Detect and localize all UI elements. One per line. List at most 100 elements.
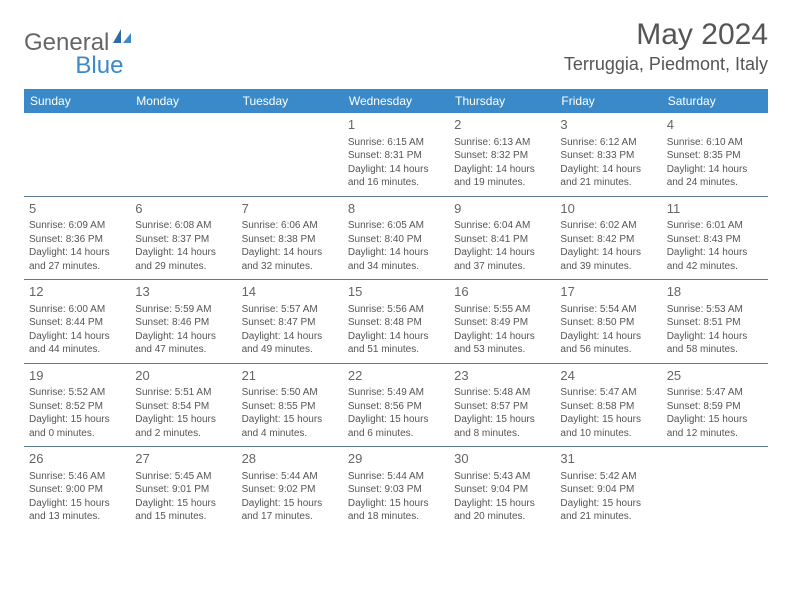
sunset-text: Sunset: 9:04 PM — [454, 483, 550, 497]
sunrise-text: Sunrise: 6:13 AM — [454, 136, 550, 150]
calendar-day-cell — [24, 113, 130, 196]
calendar-day-cell: 29 Sunrise: 5:44 AMSunset: 9:03 PMDayligh… — [343, 447, 449, 530]
daylight-text: Daylight: 14 hours and 47 minutes. — [135, 330, 231, 357]
daylight-text: Daylight: 15 hours and 12 minutes. — [667, 413, 763, 440]
sunrise-text: Sunrise: 5:42 AM — [560, 470, 656, 484]
daylight-text: Daylight: 15 hours and 13 minutes. — [29, 497, 125, 524]
day-number: 7 — [242, 200, 338, 218]
sunrise-text: Sunrise: 6:00 AM — [29, 303, 125, 317]
calendar-day-cell: 16Sunrise: 5:55 AMSunset: 8:49 PMDayligh… — [449, 280, 555, 364]
calendar-day-cell: 19Sunrise: 5:52 AMSunset: 8:52 PMDayligh… — [24, 363, 130, 447]
calendar-day-cell: 31 Sunrise: 5:42 AMSunset: 9:04 PMDayligh… — [555, 447, 661, 530]
calendar-body: 1Sunrise: 6:15 AMSunset: 8:31 PMDaylight… — [24, 113, 768, 530]
day-number: 12 — [29, 283, 125, 301]
daylight-text: Daylight: 15 hours and 21 minutes. — [560, 497, 656, 524]
sunrise-text: Sunrise: 5:45 AM — [135, 470, 231, 484]
sunset-text: Sunset: 9:04 PM — [560, 483, 656, 497]
daylight-text: Daylight: 15 hours and 10 minutes. — [560, 413, 656, 440]
sunrise-text: Sunrise: 6:05 AM — [348, 219, 444, 233]
day-number: 5 — [29, 200, 125, 218]
sunrise-text: Sunrise: 5:56 AM — [348, 303, 444, 317]
sunset-text: Sunset: 8:54 PM — [135, 400, 231, 414]
daylight-text: Daylight: 15 hours and 20 minutes. — [454, 497, 550, 524]
calendar-day-cell: 11Sunrise: 6:01 AMSunset: 8:43 PMDayligh… — [662, 196, 768, 280]
calendar-day-cell: 8Sunrise: 6:05 AMSunset: 8:40 PMDaylight… — [343, 196, 449, 280]
calendar-day-cell: 22Sunrise: 5:49 AMSunset: 8:56 PMDayligh… — [343, 363, 449, 447]
day-number: 18 — [667, 283, 763, 301]
day-number: 28 — [242, 450, 338, 468]
weekday-header: Wednesday — [343, 89, 449, 113]
calendar-day-cell: 9Sunrise: 6:04 AMSunset: 8:41 PMDaylight… — [449, 196, 555, 280]
sunset-text: Sunset: 8:41 PM — [454, 233, 550, 247]
daylight-text: Daylight: 14 hours and 42 minutes. — [667, 246, 763, 273]
sunset-text: Sunset: 8:37 PM — [135, 233, 231, 247]
calendar-week-row: 12Sunrise: 6:00 AMSunset: 8:44 PMDayligh… — [24, 280, 768, 364]
sunset-text: Sunset: 8:47 PM — [242, 316, 338, 330]
day-number: 15 — [348, 283, 444, 301]
logo: General Blue — [24, 18, 123, 68]
sunrise-text: Sunrise: 6:09 AM — [29, 219, 125, 233]
sunset-text: Sunset: 8:36 PM — [29, 233, 125, 247]
sunset-text: Sunset: 8:35 PM — [667, 149, 763, 163]
daylight-text: Daylight: 14 hours and 34 minutes. — [348, 246, 444, 273]
calendar-day-cell: 20Sunrise: 5:51 AMSunset: 8:54 PMDayligh… — [130, 363, 236, 447]
calendar-day-cell — [662, 447, 768, 530]
day-number: 30 — [454, 450, 550, 468]
sunset-text: Sunset: 9:01 PM — [135, 483, 231, 497]
calendar-day-cell: 12Sunrise: 6:00 AMSunset: 8:44 PMDayligh… — [24, 280, 130, 364]
page-header: General Blue May 2024 Terruggia, Piedmon… — [0, 0, 792, 83]
sunrise-text: Sunrise: 5:55 AM — [454, 303, 550, 317]
calendar-day-cell: 30Sunrise: 5:43 AMSunset: 9:04 PMDayligh… — [449, 447, 555, 530]
sunset-text: Sunset: 8:40 PM — [348, 233, 444, 247]
sunrise-text: Sunrise: 6:06 AM — [242, 219, 338, 233]
day-number: 31 — [560, 450, 656, 468]
day-number: 17 — [560, 283, 656, 301]
logo-text-2: Blue — [75, 52, 123, 80]
sunset-text: Sunset: 9:00 PM — [29, 483, 125, 497]
day-number: 20 — [135, 367, 231, 385]
day-number: 11 — [667, 200, 763, 218]
sunset-text: Sunset: 8:38 PM — [242, 233, 338, 247]
calendar-day-cell: 3Sunrise: 6:12 AMSunset: 8:33 PMDaylight… — [555, 113, 661, 196]
sunset-text: Sunset: 8:51 PM — [667, 316, 763, 330]
calendar-table: Sunday Monday Tuesday Wednesday Thursday… — [24, 89, 768, 530]
day-number: 10 — [560, 200, 656, 218]
day-number: 1 — [348, 116, 444, 134]
sunset-text: Sunset: 9:03 PM — [348, 483, 444, 497]
day-number: 6 — [135, 200, 231, 218]
day-number: 14 — [242, 283, 338, 301]
sunset-text: Sunset: 8:32 PM — [454, 149, 550, 163]
sunset-text: Sunset: 8:46 PM — [135, 316, 231, 330]
sunrise-text: Sunrise: 5:44 AM — [348, 470, 444, 484]
day-number: 8 — [348, 200, 444, 218]
calendar-day-cell: 4Sunrise: 6:10 AMSunset: 8:35 PMDaylight… — [662, 113, 768, 196]
daylight-text: Daylight: 14 hours and 56 minutes. — [560, 330, 656, 357]
calendar-day-cell: 15 Sunrise: 5:56 AMSunset: 8:48 PMDayligh… — [343, 280, 449, 364]
daylight-text: Daylight: 14 hours and 19 minutes. — [454, 163, 550, 190]
sunset-text: Sunset: 8:58 PM — [560, 400, 656, 414]
calendar-day-cell: 2Sunrise: 6:13 AMSunset: 8:32 PMDaylight… — [449, 113, 555, 196]
calendar-day-cell: 18Sunrise: 5:53 AMSunset: 8:51 PMDayligh… — [662, 280, 768, 364]
daylight-text: Daylight: 15 hours and 18 minutes. — [348, 497, 444, 524]
day-number: 13 — [135, 283, 231, 301]
daylight-text: Daylight: 15 hours and 6 minutes. — [348, 413, 444, 440]
sunset-text: Sunset: 8:31 PM — [348, 149, 444, 163]
sunrise-text: Sunrise: 6:08 AM — [135, 219, 231, 233]
day-number: 16 — [454, 283, 550, 301]
weekday-header: Thursday — [449, 89, 555, 113]
daylight-text: Daylight: 14 hours and 16 minutes. — [348, 163, 444, 190]
day-number: 25 — [667, 367, 763, 385]
day-number: 22 — [348, 367, 444, 385]
daylight-text: Daylight: 15 hours and 2 minutes. — [135, 413, 231, 440]
day-number: 3 — [560, 116, 656, 134]
sunrise-text: Sunrise: 5:46 AM — [29, 470, 125, 484]
daylight-text: Daylight: 14 hours and 29 minutes. — [135, 246, 231, 273]
daylight-text: Daylight: 14 hours and 51 minutes. — [348, 330, 444, 357]
calendar-week-row: 5Sunrise: 6:09 AMSunset: 8:36 PM Daylight… — [24, 196, 768, 280]
day-number: 23 — [454, 367, 550, 385]
daylight-text: Daylight: 15 hours and 17 minutes. — [242, 497, 338, 524]
daylight-text: Daylight: 14 hours and 39 minutes. — [560, 246, 656, 273]
sunset-text: Sunset: 8:48 PM — [348, 316, 444, 330]
day-number: 29 — [348, 450, 444, 468]
daylight-text: Daylight: 15 hours and 0 minutes. — [29, 413, 125, 440]
